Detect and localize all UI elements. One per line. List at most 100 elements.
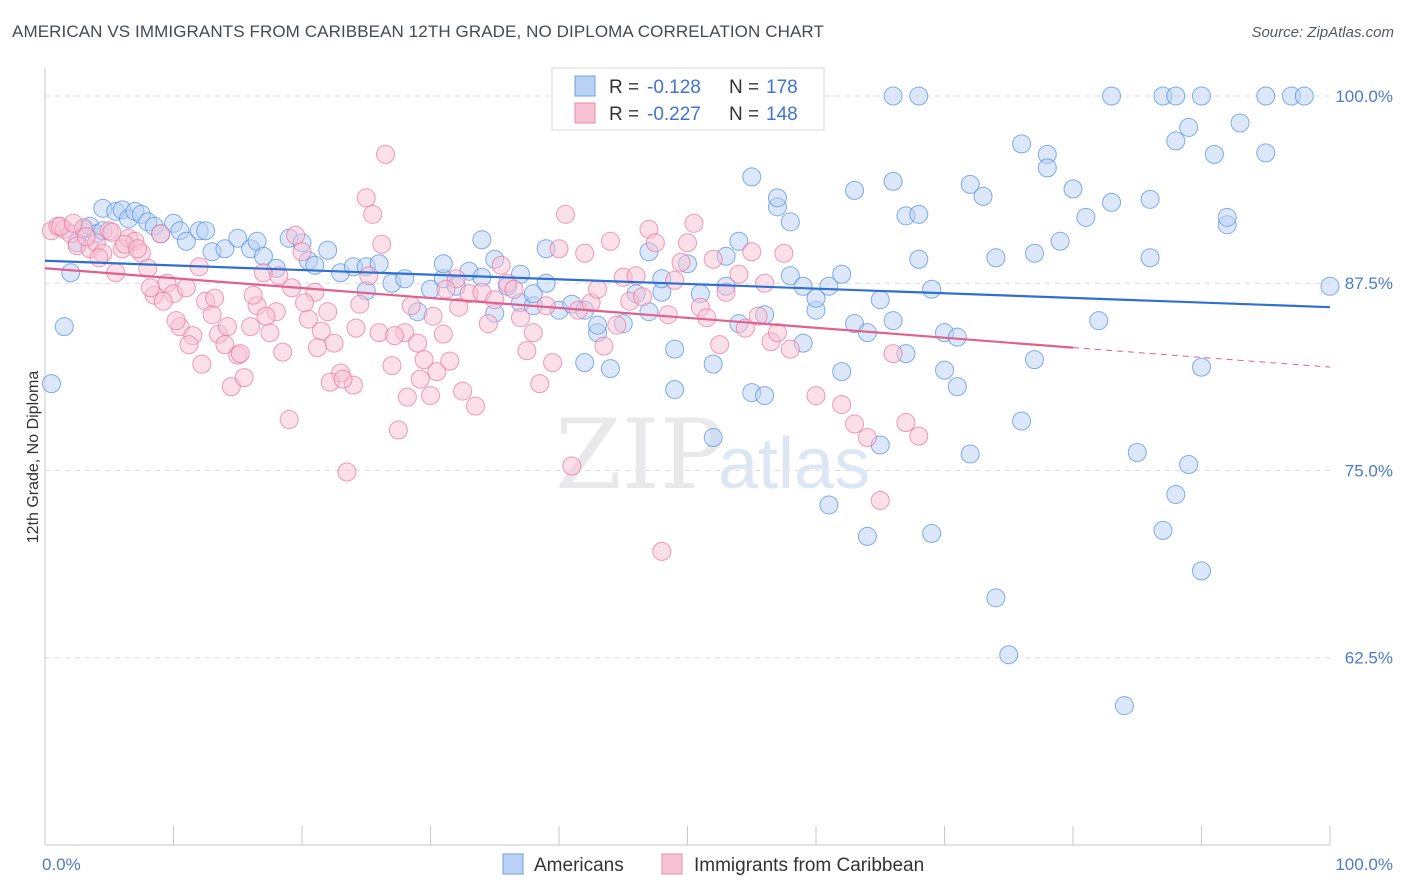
americans-point — [433, 254, 453, 274]
caribbean-point — [76, 227, 96, 247]
americans-point — [176, 231, 196, 251]
caribbean-point — [307, 338, 327, 358]
legend-swatch-caribbean — [574, 102, 596, 124]
americans-point — [1089, 311, 1109, 331]
caribbean-point — [729, 264, 749, 284]
americans-point — [819, 276, 839, 296]
caribbean-point — [436, 279, 456, 299]
americans-point — [1102, 86, 1122, 106]
y-axis-title: 12th Grade, No Diploma — [25, 371, 42, 544]
caribbean-point — [102, 222, 122, 242]
caribbean-point — [697, 308, 717, 328]
watermark-atlas: atlas — [718, 424, 870, 504]
americans-point — [703, 354, 723, 374]
caribbean-point — [710, 335, 730, 355]
americans-point — [665, 380, 685, 400]
americans-point — [1320, 276, 1340, 296]
caribbean-point — [588, 279, 608, 299]
caribbean-point — [385, 326, 405, 346]
caribbean-point — [260, 323, 280, 343]
caribbean-point — [153, 291, 173, 311]
americans-point — [793, 276, 813, 296]
caribbean-point — [295, 293, 315, 313]
americans-point — [1256, 143, 1276, 163]
legend-box: R = -0.128 N = 178 R = -0.227 N = 148 — [551, 67, 825, 131]
americans-point — [986, 248, 1006, 268]
americans-point — [1153, 520, 1173, 540]
americans-point — [1230, 113, 1250, 133]
caribbean-point — [140, 278, 160, 298]
caribbean-point — [594, 336, 614, 356]
caribbean-point — [253, 263, 273, 283]
caribbean-point — [397, 387, 417, 407]
caribbean-point — [346, 318, 366, 338]
americans-point — [1192, 357, 1211, 377]
americans-point — [536, 273, 556, 293]
caribbean-point — [767, 323, 787, 343]
caribbean-point — [671, 252, 691, 272]
caribbean-point — [600, 231, 620, 251]
legend-n-label-1: N = — [729, 77, 759, 98]
caribbean-point — [414, 350, 434, 370]
caribbean-point — [478, 314, 498, 334]
americans-point — [1217, 207, 1237, 227]
caribbean-point — [870, 490, 890, 510]
americans-point — [729, 231, 749, 251]
caribbean-point — [176, 278, 196, 298]
caribbean-point — [485, 290, 505, 310]
caribbean-point — [748, 306, 768, 326]
americans-point — [947, 377, 967, 397]
caribbean-point — [543, 353, 563, 373]
americans-point — [767, 188, 787, 208]
caribbean-point — [359, 266, 379, 286]
americans-point — [1256, 86, 1276, 106]
caribbean-point — [575, 243, 595, 263]
caribbean-point — [716, 282, 736, 302]
americans-point — [1204, 144, 1224, 164]
caribbean-point — [292, 242, 312, 262]
americans-point — [1063, 179, 1083, 199]
caribbean-point — [742, 242, 762, 262]
caribbean-point — [652, 541, 672, 561]
caribbean-point — [845, 414, 865, 434]
americans-point — [819, 495, 839, 515]
caribbean-trend-line — [44, 267, 1074, 349]
americans-point — [960, 444, 980, 464]
caribbean-point — [645, 233, 665, 253]
americans-point — [61, 263, 81, 283]
caribbean-point — [523, 323, 543, 343]
caribbean-point — [504, 279, 524, 299]
americans-point — [845, 180, 865, 200]
y-tick-label-2: 87.5% — [1345, 274, 1393, 293]
americans-point — [1024, 350, 1044, 370]
caribbean-point — [883, 344, 903, 364]
bottom-legend-swatch-americans — [502, 853, 524, 875]
caribbean-point — [465, 396, 485, 416]
caribbean-point — [151, 224, 171, 244]
caribbean-point — [449, 297, 469, 317]
caribbean-point — [665, 270, 685, 290]
americans-point — [1140, 189, 1160, 209]
caribbean-point — [440, 351, 460, 371]
americans-points — [41, 86, 1340, 716]
caribbean-point — [626, 266, 646, 286]
caribbean-point — [433, 324, 453, 344]
americans-point — [960, 174, 980, 194]
caribbean-point — [356, 188, 376, 208]
legend-n-value-1: 178 — [766, 77, 798, 98]
americans-point — [600, 359, 620, 379]
axes — [44, 68, 1331, 846]
caribbean-point — [273, 342, 293, 362]
americans-point — [1140, 248, 1160, 268]
caribbean-trend-extension — [1072, 347, 1331, 368]
americans-point — [780, 212, 800, 232]
americans-point — [755, 386, 775, 406]
caribbean-point — [896, 413, 916, 433]
caribbean-point — [410, 369, 430, 389]
caribbean-point — [755, 273, 775, 293]
caribbean-point — [857, 428, 877, 448]
americans-point — [780, 266, 800, 286]
caribbean-point — [658, 305, 678, 325]
x-tick-max: 100.0% — [1335, 855, 1393, 874]
